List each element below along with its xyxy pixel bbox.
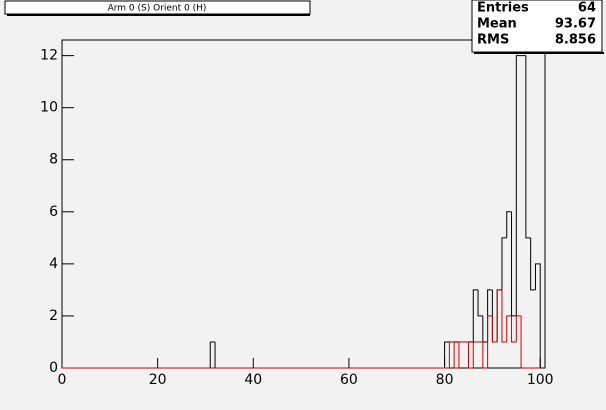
histogram-bin bbox=[458, 341, 464, 368]
x-tick-label: 80 bbox=[436, 372, 454, 388]
stats-label: RMS bbox=[477, 33, 509, 48]
histogram-bin bbox=[501, 237, 507, 290]
stats-label: Entries bbox=[477, 1, 529, 16]
y-tick-label: 12 bbox=[40, 48, 58, 64]
stats-value: 8.856 bbox=[555, 33, 596, 48]
x-tick-label: 0 bbox=[58, 372, 67, 388]
stats-box bbox=[471, 0, 603, 53]
histogram-bin bbox=[487, 315, 493, 368]
histogram-bin bbox=[482, 341, 488, 369]
histogram-bin bbox=[472, 289, 479, 342]
histogram-bin bbox=[515, 55, 522, 316]
stats-value: 93.67 bbox=[555, 17, 596, 32]
histogram-bin bbox=[515, 315, 522, 342]
histogram-bin bbox=[501, 289, 507, 343]
histogram-bin bbox=[525, 55, 531, 239]
x-tick-label: 60 bbox=[340, 372, 358, 388]
histogram-bin bbox=[477, 289, 483, 317]
y-tick-label: 2 bbox=[49, 308, 58, 324]
x-tick-label: 100 bbox=[527, 372, 554, 388]
title-shadow bbox=[7, 14, 310, 16]
plot-frame bbox=[61, 39, 546, 369]
histogram-bin bbox=[506, 315, 512, 342]
histogram-bin bbox=[482, 315, 488, 343]
histogram-bin bbox=[448, 341, 455, 368]
histogram-bin bbox=[496, 289, 502, 342]
stats-label: Mean bbox=[477, 17, 517, 32]
histogram-bin bbox=[520, 315, 526, 369]
stats-value: 64 bbox=[578, 1, 596, 16]
y-tick-label: 10 bbox=[40, 100, 58, 116]
histogram-bin bbox=[453, 341, 459, 369]
y-tick-label: 0 bbox=[49, 360, 58, 376]
y-tick-label: 6 bbox=[49, 204, 58, 220]
histogram-bin bbox=[530, 237, 536, 291]
x-tick-label: 20 bbox=[149, 372, 167, 388]
chart-title: Arm 0 (S) Orient 0 (H) bbox=[108, 4, 207, 14]
stats-shadow bbox=[474, 52, 604, 54]
histogram-bin bbox=[491, 315, 498, 343]
histogram-bin bbox=[506, 211, 512, 238]
histogram-bin bbox=[511, 315, 517, 343]
histogram-bin bbox=[472, 341, 479, 368]
histogram-bin bbox=[467, 341, 474, 369]
x-tick-label: 40 bbox=[244, 372, 262, 388]
y-tick-label: 8 bbox=[49, 152, 58, 168]
y-tick-label: 4 bbox=[49, 256, 58, 272]
histogram-bin bbox=[209, 341, 216, 368]
histogram-bin bbox=[511, 211, 517, 317]
histogram-bin bbox=[534, 263, 541, 368]
histogram-bin bbox=[444, 341, 450, 368]
